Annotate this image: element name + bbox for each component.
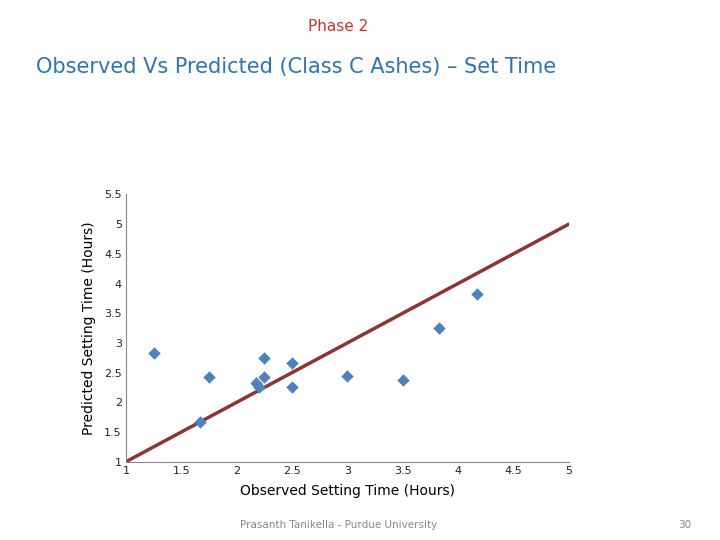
Point bbox=[194, 417, 206, 426]
Point bbox=[397, 375, 408, 384]
Point bbox=[258, 373, 270, 382]
X-axis label: Observed Setting Time (Hours): Observed Setting Time (Hours) bbox=[240, 484, 455, 498]
Y-axis label: Predicted Setting Time (Hours): Predicted Setting Time (Hours) bbox=[82, 221, 96, 435]
Text: Phase 2: Phase 2 bbox=[308, 19, 369, 34]
Point bbox=[203, 373, 215, 382]
Point bbox=[253, 383, 265, 392]
Point bbox=[287, 383, 298, 392]
Point bbox=[433, 323, 445, 332]
Point bbox=[250, 379, 261, 387]
Text: Observed Vs Predicted (Class C Ashes) – Set Time: Observed Vs Predicted (Class C Ashes) – … bbox=[36, 57, 556, 77]
Text: 30: 30 bbox=[678, 520, 691, 530]
Point bbox=[148, 349, 159, 357]
Point bbox=[471, 289, 482, 298]
Point bbox=[258, 353, 270, 362]
Text: Prasanth Tanikella - Purdue University: Prasanth Tanikella - Purdue University bbox=[240, 520, 437, 530]
Point bbox=[287, 358, 298, 367]
Point bbox=[341, 372, 353, 380]
